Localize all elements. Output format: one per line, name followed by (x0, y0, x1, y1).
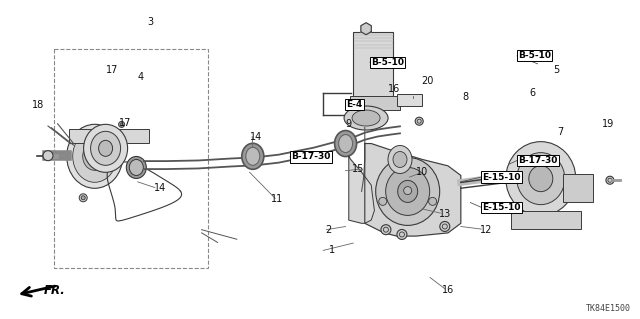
Text: 12: 12 (480, 225, 493, 235)
Ellipse shape (388, 145, 412, 174)
Text: 8: 8 (463, 92, 469, 102)
Text: 6: 6 (529, 87, 536, 98)
Text: 18: 18 (32, 100, 45, 110)
Bar (350, 96, 400, 110)
Polygon shape (361, 23, 371, 35)
Text: 10: 10 (416, 167, 429, 177)
Ellipse shape (246, 147, 260, 165)
Circle shape (397, 229, 407, 240)
Text: FR.: FR. (44, 284, 65, 297)
Text: 4: 4 (138, 71, 144, 82)
Bar (563, 174, 593, 202)
Text: 7: 7 (557, 127, 563, 137)
Ellipse shape (335, 130, 356, 157)
Text: 2: 2 (325, 225, 332, 235)
Text: E-15-10: E-15-10 (483, 173, 521, 182)
Text: B-17-30: B-17-30 (291, 152, 331, 161)
Text: 17: 17 (106, 64, 118, 75)
Ellipse shape (386, 167, 429, 215)
Text: B-5-10: B-5-10 (371, 58, 404, 67)
Ellipse shape (99, 140, 113, 156)
Circle shape (43, 151, 53, 161)
Bar (353, 32, 393, 97)
Polygon shape (365, 144, 461, 236)
Text: 9: 9 (346, 119, 352, 130)
Ellipse shape (129, 160, 143, 175)
Text: 11: 11 (271, 194, 284, 204)
Ellipse shape (73, 130, 116, 182)
Ellipse shape (90, 151, 100, 161)
Ellipse shape (344, 106, 388, 130)
Circle shape (415, 117, 423, 125)
Circle shape (118, 122, 125, 127)
Ellipse shape (339, 135, 353, 152)
Ellipse shape (376, 157, 440, 226)
Circle shape (404, 187, 412, 195)
Ellipse shape (393, 152, 407, 167)
Ellipse shape (242, 143, 264, 169)
Text: 13: 13 (438, 209, 451, 219)
Ellipse shape (397, 181, 418, 202)
Ellipse shape (91, 131, 120, 165)
Ellipse shape (506, 142, 576, 216)
Text: 1: 1 (328, 245, 335, 256)
Bar (54, 49, 208, 268)
Ellipse shape (352, 110, 380, 126)
Text: 16: 16 (442, 285, 454, 295)
Text: TK84E1500: TK84E1500 (586, 304, 630, 313)
Ellipse shape (517, 152, 564, 205)
Text: 17: 17 (118, 118, 131, 128)
Circle shape (81, 196, 85, 200)
Text: 20: 20 (421, 76, 434, 86)
Circle shape (379, 197, 387, 205)
Text: 19: 19 (602, 119, 614, 130)
Circle shape (440, 221, 450, 232)
Polygon shape (349, 156, 374, 223)
Text: 5: 5 (554, 65, 560, 75)
Text: E-15-10: E-15-10 (483, 203, 521, 212)
Text: E-4: E-4 (346, 100, 362, 109)
Circle shape (79, 194, 87, 202)
Ellipse shape (83, 142, 107, 170)
Bar (69, 129, 149, 143)
Ellipse shape (126, 157, 147, 178)
Ellipse shape (84, 124, 127, 172)
Text: 14: 14 (154, 183, 166, 193)
Circle shape (381, 225, 391, 235)
Bar (511, 211, 580, 228)
Circle shape (429, 197, 436, 205)
Bar (397, 94, 422, 106)
Text: B-5-10: B-5-10 (518, 51, 552, 60)
Text: 16: 16 (387, 84, 400, 94)
Text: 15: 15 (352, 164, 365, 174)
Text: B-17-30: B-17-30 (518, 156, 558, 165)
Text: 3: 3 (147, 17, 154, 27)
Ellipse shape (529, 166, 553, 192)
Text: 14: 14 (250, 132, 262, 142)
Circle shape (606, 176, 614, 184)
Ellipse shape (67, 124, 123, 188)
